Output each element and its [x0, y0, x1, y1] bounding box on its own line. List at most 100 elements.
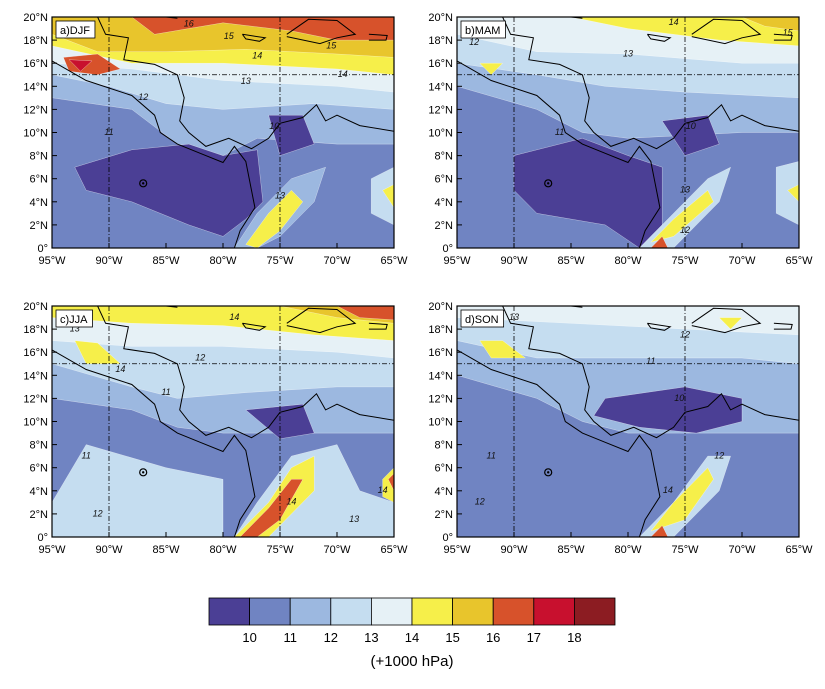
- contour-label: 14: [663, 485, 673, 495]
- colorbar-swatch: [289, 597, 332, 626]
- lat-tick-label: 14°N: [23, 370, 48, 382]
- contour-label: 11: [555, 127, 564, 137]
- lat-tick-label: 2°N: [30, 509, 49, 521]
- contour-fill: [479, 63, 504, 76]
- site-marker: [142, 471, 145, 474]
- lat-tick-label: 2°N: [435, 220, 454, 232]
- contour-label: 13: [680, 185, 690, 195]
- lon-tick-label: 70°W: [323, 255, 351, 267]
- lat-tick-label: 6°N: [435, 463, 454, 475]
- coastline: [502, 17, 799, 150]
- lat-tick-label: 0°: [442, 243, 453, 255]
- contour-label: 14: [338, 69, 348, 79]
- lon-tick-label: 75°W: [671, 255, 699, 267]
- lat-tick-label: 10°N: [428, 128, 453, 140]
- colorbar-swatch: [208, 597, 250, 626]
- lat-tick-label: 18°N: [428, 324, 453, 336]
- coastline: [773, 322, 793, 330]
- colorbar-tick-label: 15: [445, 630, 459, 645]
- contour-label: 15: [783, 28, 794, 38]
- lat-tick-label: 4°N: [30, 197, 49, 209]
- lat-tick-label: 0°: [37, 532, 48, 544]
- contour-fill: [239, 479, 304, 537]
- lat-tick-label: 8°N: [30, 151, 49, 163]
- colorbar-tick-label: 17: [527, 630, 541, 645]
- map-panel: 13 12 11 10 12 14 11 12: [457, 306, 799, 537]
- contour-fill: [661, 114, 720, 156]
- lat-tick-label: 14°N: [23, 81, 48, 93]
- coastline: [691, 307, 762, 334]
- lon-tick-label: 95°W: [38, 255, 66, 267]
- lat-tick-label: 16°N: [23, 58, 48, 70]
- lat-tick-label: 12°N: [428, 104, 453, 116]
- colorbar-swatch: [370, 597, 413, 626]
- colorbar-swatch: [249, 597, 291, 626]
- contour-label: 10: [674, 393, 684, 403]
- lat-tick-label: 0°: [37, 243, 48, 255]
- colorbar-tick-label: 13: [364, 630, 378, 645]
- lat-tick-label: 8°N: [435, 151, 454, 163]
- contour-fill: [234, 455, 315, 537]
- colorbar-swatch: [533, 597, 575, 626]
- coastline: [773, 33, 793, 41]
- lat-tick-label: 16°N: [428, 58, 453, 70]
- lon-tick-label: 85°W: [152, 544, 180, 556]
- contour-label: 13: [509, 312, 519, 322]
- contour-label: 11: [161, 387, 170, 397]
- contour-fill: [787, 184, 799, 203]
- lat-tick-label: 18°N: [23, 324, 48, 336]
- lat-tick-label: 12°N: [428, 393, 453, 405]
- lon-tick-label: 90°W: [95, 255, 123, 267]
- coastline: [97, 306, 394, 439]
- coastline: [241, 322, 267, 331]
- lon-tick-label: 85°W: [152, 255, 180, 267]
- lat-tick-label: 12°N: [23, 393, 48, 405]
- coastline: [52, 349, 256, 537]
- contour-label: 11: [487, 451, 496, 461]
- contour-fill: [268, 114, 315, 156]
- lon-tick-label: 80°W: [209, 255, 237, 267]
- contour-fill: [245, 190, 304, 248]
- lon-tick-label: 65°W: [785, 544, 813, 556]
- lat-tick-label: 10°N: [23, 417, 48, 429]
- lat-tick-label: 16°N: [23, 347, 48, 359]
- panel-label-box: [460, 309, 505, 328]
- contour-label: 12: [195, 352, 205, 362]
- lat-tick-label: 20°N: [428, 301, 453, 313]
- contour-label: 14: [286, 497, 296, 507]
- contour-label: 14: [378, 485, 388, 495]
- lon-tick-label: 70°W: [728, 255, 756, 267]
- contour-label: 12: [93, 508, 103, 518]
- lat-tick-label: 2°N: [435, 509, 454, 521]
- contour-label: 15: [224, 31, 235, 41]
- lon-tick-label: 65°W: [785, 255, 813, 267]
- contour-fill: [718, 317, 743, 330]
- site-marker: [547, 471, 550, 474]
- contour-fill: [650, 236, 669, 248]
- contour-label: 15: [326, 40, 337, 50]
- coastline: [457, 60, 661, 248]
- panel-label-box: [55, 309, 93, 328]
- contour-label: 13: [275, 190, 285, 200]
- lat-tick-label: 2°N: [30, 220, 49, 232]
- site-marker: [139, 468, 148, 477]
- lat-tick-label: 18°N: [23, 35, 48, 47]
- site-marker: [142, 182, 145, 185]
- coastline: [97, 17, 394, 150]
- lat-tick-label: 4°N: [435, 486, 454, 498]
- colorbar-tick-label: 11: [283, 630, 297, 645]
- lon-tick-label: 85°W: [557, 544, 585, 556]
- lat-tick-label: 8°N: [435, 440, 454, 452]
- contour-fill: [371, 166, 394, 226]
- map-panel: 13 14 14 12 11 11 12 14 13 14: [52, 306, 394, 537]
- contour-label: 12: [680, 225, 690, 235]
- contour-label: 11: [646, 356, 655, 366]
- site-marker: [547, 182, 550, 185]
- colorbar-swatch: [492, 597, 535, 626]
- colorbar-tick-label: 10: [242, 630, 256, 645]
- contour-fill: [131, 17, 394, 41]
- contour-label: 14: [669, 17, 679, 27]
- colorbar-swatch: [574, 597, 616, 626]
- lon-tick-label: 65°W: [380, 255, 408, 267]
- lat-tick-label: 10°N: [428, 417, 453, 429]
